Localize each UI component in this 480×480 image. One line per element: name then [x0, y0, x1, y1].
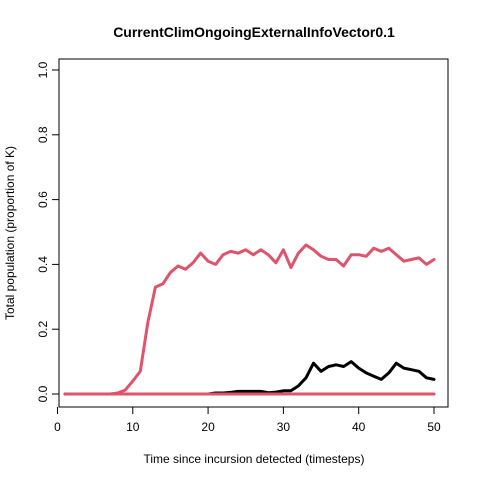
series-group — [65, 245, 434, 394]
y-axis-label: Total population (proportion of K) — [3, 146, 17, 320]
x-tick-label: 10 — [126, 420, 140, 434]
y-tick-label: 0.2 — [36, 321, 50, 338]
x-axis-label: Time since incursion detected (timesteps… — [144, 452, 365, 466]
series-line-1 — [65, 245, 434, 394]
x-axis: 0 10 20 30 40 50 — [54, 407, 441, 434]
plot-frame — [59, 59, 448, 407]
x-tick-label: 40 — [352, 420, 366, 434]
chart-title: CurrentClimOngoingExternalInfoVector0.1 — [113, 24, 395, 40]
x-tick-label: 50 — [427, 420, 441, 434]
x-tick-label: 0 — [54, 420, 61, 434]
y-tick-label: 0.6 — [36, 191, 50, 208]
y-tick-label: 0.0 — [36, 385, 50, 402]
series-line-2 — [65, 362, 434, 394]
y-tick-label: 0.8 — [36, 126, 50, 143]
x-tick-label: 20 — [201, 420, 215, 434]
y-axis: 0.0 0.2 0.4 0.6 0.8 1.0 — [36, 61, 59, 402]
y-tick-label: 0.4 — [36, 256, 50, 273]
y-tick-label: 1.0 — [36, 61, 50, 78]
x-tick-label: 30 — [277, 420, 291, 434]
